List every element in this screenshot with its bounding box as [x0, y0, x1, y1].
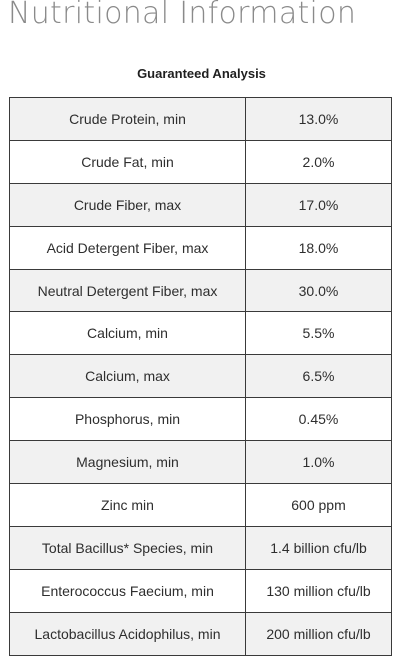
nutrient-name: Phosphorus, min — [9, 397, 246, 442]
table-row: Crude Fiber, max 17.0% — [9, 182, 392, 227]
nutrient-value: 600 ppm — [245, 483, 392, 527]
nutrient-name: Enterococcus Faecium, min — [9, 568, 246, 613]
nutrient-name: Acid Detergent Fiber, max — [9, 225, 246, 270]
table-row: Enterococcus Faecium, min 130 million cf… — [9, 568, 392, 613]
nutrient-name: Crude Protein, min — [9, 97, 246, 141]
nutrient-value: 30.0% — [245, 268, 392, 313]
nutrient-value: 130 million cfu/lb — [245, 568, 392, 613]
table-row: Acid Detergent Fiber, max 18.0% — [9, 225, 392, 270]
nutrient-value: 13.0% — [245, 97, 392, 141]
table-row: Lactobacillus Acidophilus, min 200 milli… — [9, 611, 392, 656]
table-row: Total Bacillus* Species, min 1.4 billion… — [9, 525, 392, 570]
table-row: Calcium, min 5.5% — [9, 311, 392, 356]
nutrient-name: Crude Fiber, max — [9, 182, 246, 227]
nutrient-name: Neutral Detergent Fiber, max — [9, 268, 246, 313]
table-row: Zinc min 600 ppm — [9, 483, 392, 527]
nutrient-name: Zinc min — [9, 483, 246, 527]
nutrient-value: 2.0% — [245, 139, 392, 184]
table-caption: Guaranteed Analysis — [137, 66, 266, 81]
page-title: Nutritional Information — [8, 0, 357, 31]
table-row: Magnesium, min 1.0% — [9, 440, 392, 485]
nutrient-name: Magnesium, min — [9, 440, 246, 485]
table-row: Crude Protein, min 13.0% — [9, 97, 392, 141]
nutrient-name: Lactobacillus Acidophilus, min — [9, 611, 246, 656]
nutrient-value: 1.0% — [245, 440, 392, 485]
nutrient-value: 18.0% — [245, 225, 392, 270]
nutrient-name: Calcium, max — [9, 354, 246, 399]
nutrient-value: 0.45% — [245, 397, 392, 442]
table-row: Crude Fat, min 2.0% — [9, 139, 392, 184]
nutrient-name: Calcium, min — [9, 311, 246, 356]
table-row: Phosphorus, min 0.45% — [9, 397, 392, 442]
nutrient-value: 5.5% — [245, 311, 392, 356]
nutrient-value: 17.0% — [245, 182, 392, 227]
nutrient-value: 6.5% — [245, 354, 392, 399]
nutrient-value: 200 million cfu/lb — [245, 611, 392, 656]
nutrient-value: 1.4 billion cfu/lb — [245, 525, 392, 570]
nutrient-name: Total Bacillus* Species, min — [9, 525, 246, 570]
table-row: Neutral Detergent Fiber, max 30.0% — [9, 268, 392, 313]
table-row: Calcium, max 6.5% — [9, 354, 392, 399]
nutrient-name: Crude Fat, min — [9, 139, 246, 184]
guaranteed-analysis-table: Crude Protein, min 13.0% Crude Fat, min … — [9, 97, 392, 656]
